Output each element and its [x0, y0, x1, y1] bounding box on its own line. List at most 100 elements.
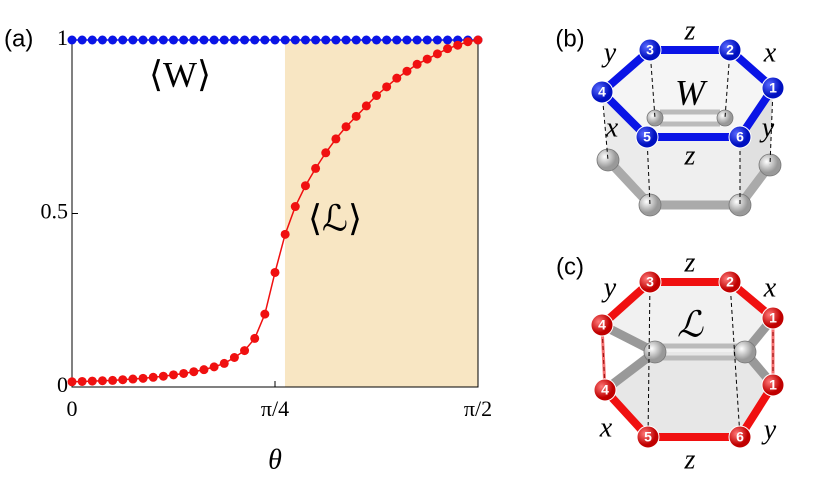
diagram-label: 4	[598, 317, 606, 333]
data-point	[331, 134, 341, 144]
data-point	[270, 267, 280, 277]
diagram-label: x	[763, 37, 777, 68]
face	[647, 137, 740, 205]
data-point	[453, 40, 463, 50]
site	[638, 270, 662, 294]
dashed-link	[601, 91, 609, 161]
dashed-link	[729, 281, 741, 438]
bond	[604, 156, 774, 210]
data-point	[138, 35, 148, 45]
diagram-label: W	[675, 72, 708, 112]
data-point	[189, 35, 199, 45]
data-point	[392, 35, 402, 45]
dashed-link	[646, 136, 651, 206]
diagram-label: x	[763, 272, 777, 303]
site	[596, 148, 620, 172]
diagram-label: y	[601, 272, 617, 303]
site	[728, 125, 752, 149]
data-point	[341, 35, 351, 45]
diagram-label: 2	[726, 42, 734, 58]
data-point	[250, 35, 260, 45]
site	[590, 80, 614, 104]
panel-label: (a)	[4, 25, 33, 52]
data-point	[372, 35, 381, 45]
data-point	[270, 35, 280, 45]
diagram-label: 3	[646, 274, 654, 290]
data-point	[473, 35, 483, 45]
data-point	[169, 370, 178, 380]
data-point	[422, 54, 432, 64]
diagram-label: 1	[769, 80, 777, 96]
face	[602, 282, 773, 352]
data-point	[280, 35, 290, 45]
data-point	[260, 35, 270, 45]
data-point	[392, 73, 402, 83]
data-point	[158, 371, 168, 381]
data-point	[219, 35, 229, 45]
data-point	[158, 35, 168, 45]
diagram-label: x	[599, 412, 613, 443]
data-point	[87, 35, 97, 45]
data-point	[250, 333, 260, 343]
site	[761, 306, 785, 330]
data-point	[67, 377, 77, 387]
data-point	[443, 44, 453, 54]
site	[733, 340, 757, 364]
data-point	[179, 368, 189, 378]
data-point	[240, 35, 250, 45]
diagram-label: 4	[601, 382, 609, 398]
diagram-label: 5	[644, 429, 652, 445]
data-point	[67, 35, 77, 45]
data-point	[422, 35, 432, 45]
data-point	[280, 229, 290, 239]
site	[643, 340, 667, 364]
diagram-label: 2	[726, 274, 734, 290]
data-point	[311, 163, 321, 173]
site	[636, 425, 660, 449]
data-point	[179, 35, 189, 45]
plot: 0 0.5 1 0 π/4 π/2	[41, 25, 493, 421]
data-point	[199, 35, 209, 45]
face	[605, 352, 773, 437]
data-point	[97, 376, 107, 386]
data-point	[432, 35, 442, 45]
site	[635, 125, 659, 149]
data-point	[331, 35, 341, 45]
data-point	[402, 66, 412, 76]
site	[718, 38, 742, 62]
data-point	[128, 35, 138, 45]
data-point	[189, 367, 199, 377]
face	[740, 88, 773, 205]
series-label: ⟨ℒ⟩	[308, 198, 362, 238]
x-axis-label: θ	[268, 444, 282, 475]
diagram-label: x	[605, 112, 619, 143]
data-point	[372, 91, 381, 101]
diagram-label: z	[684, 15, 696, 46]
data-point	[209, 35, 219, 45]
data-point	[77, 376, 87, 386]
data-point	[412, 35, 422, 45]
data-point	[382, 82, 392, 92]
data-point	[97, 35, 107, 45]
site	[761, 373, 785, 397]
data-point	[199, 365, 209, 375]
data-point	[351, 111, 361, 121]
site	[638, 38, 662, 62]
diagram-label: y	[759, 112, 775, 143]
data-point	[77, 35, 87, 45]
data-point	[463, 37, 473, 47]
dashed-link	[647, 281, 651, 438]
data-point	[311, 35, 321, 45]
data-point	[118, 375, 128, 385]
data-point	[300, 181, 310, 191]
data-point	[443, 35, 453, 45]
data-point	[209, 362, 219, 372]
site	[718, 270, 742, 294]
data-point	[128, 374, 138, 384]
site	[716, 109, 734, 127]
shaded-region	[284, 40, 478, 387]
data-point	[412, 59, 422, 69]
site	[593, 378, 617, 402]
diagram-label: 6	[736, 129, 744, 145]
